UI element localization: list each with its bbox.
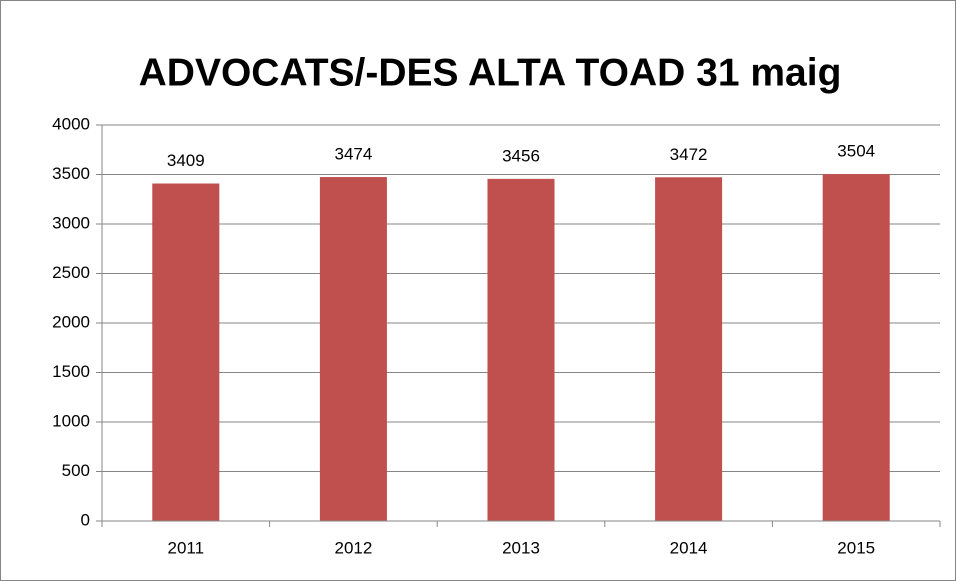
data-label: 3474	[334, 145, 372, 164]
bar	[822, 174, 890, 521]
data-label: 3472	[670, 145, 708, 164]
y-tick-label: 1500	[52, 362, 90, 381]
y-tick-label: 2000	[52, 312, 90, 331]
bar	[319, 177, 387, 521]
chart-title: ADVOCATS/-DES ALTA TOAD 31 maig	[139, 51, 842, 94]
y-tick-label: 0	[81, 510, 90, 529]
x-tick-label: 2015	[837, 538, 875, 557]
x-tick-label: 2011	[168, 538, 205, 557]
x-tick-label: 2013	[502, 538, 540, 557]
y-tick-label: 500	[62, 461, 90, 480]
data-label: 3409	[167, 151, 205, 170]
bar	[487, 178, 555, 521]
data-label: 3504	[837, 142, 875, 161]
y-tick-label: 4000	[52, 114, 90, 133]
data-label: 3456	[502, 146, 540, 165]
y-tick-label: 2500	[52, 263, 90, 282]
y-tick-label: 3500	[52, 164, 90, 183]
y-tick-label: 1000	[52, 411, 90, 430]
y-tick-label: 3000	[52, 213, 90, 232]
bar	[655, 177, 723, 521]
x-tick-label: 2012	[334, 538, 372, 557]
x-tick-label: 2014	[670, 538, 708, 557]
bar	[152, 183, 220, 521]
